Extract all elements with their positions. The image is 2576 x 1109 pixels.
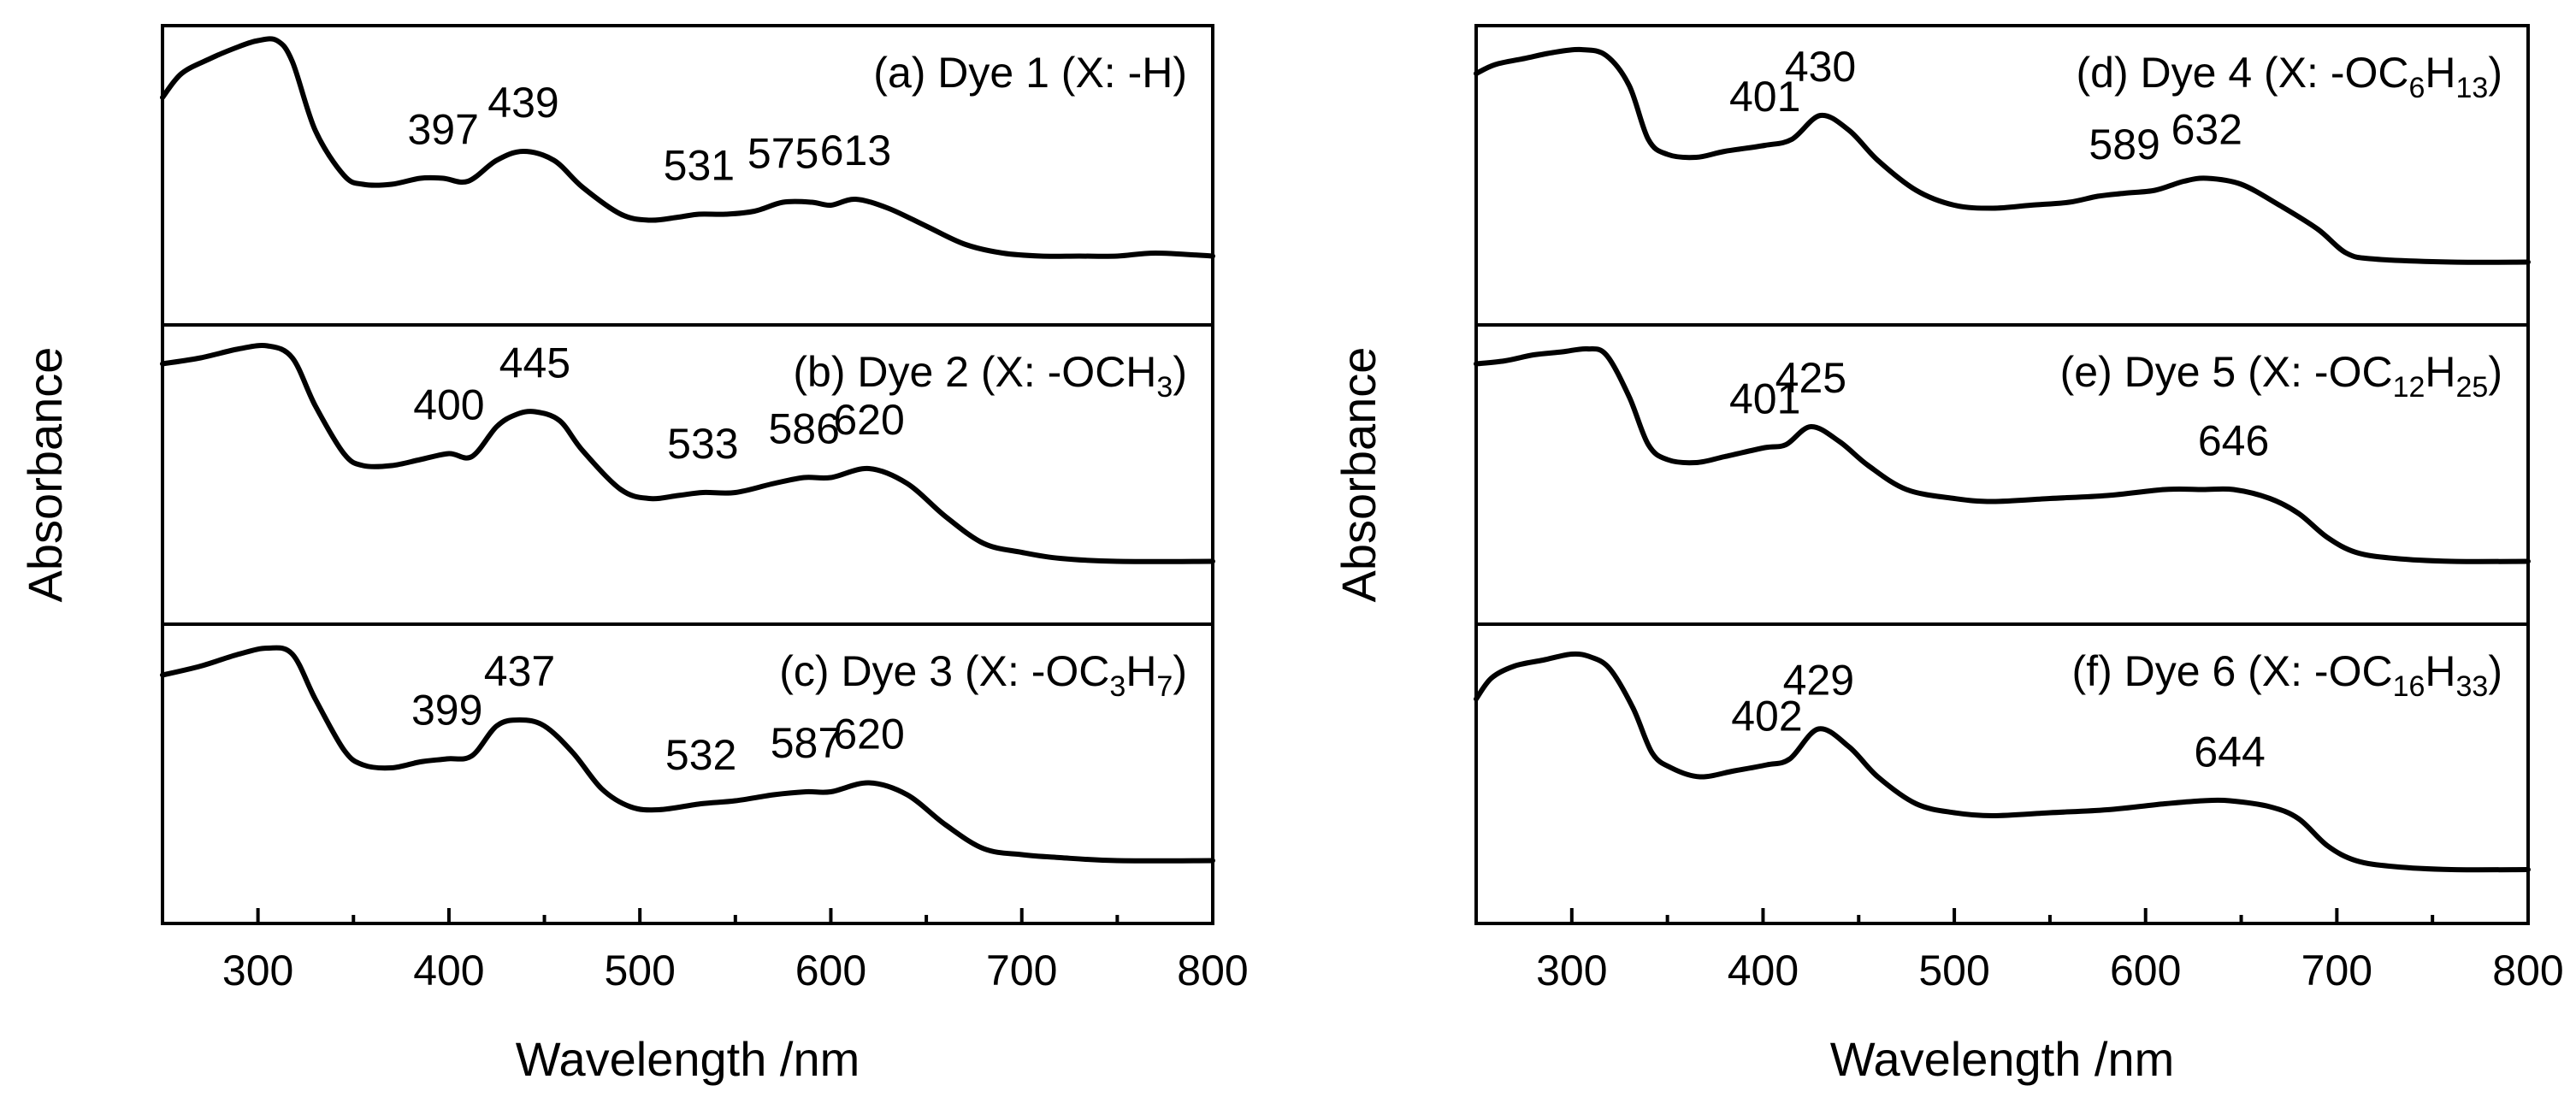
title-text: ) [2488, 647, 2502, 695]
title-text: (c) Dye 3 (X: -OC [779, 647, 1109, 695]
x-tick-label: 400 [413, 947, 484, 994]
panel-title-c: (c) Dye 3 (X: -OC3​H7​) [779, 647, 1187, 703]
subscript: 16 [2393, 670, 2425, 703]
subscript: 25 [2456, 371, 2489, 404]
peak-label: 587 [771, 719, 842, 767]
title-text: (f) Dye 6 (X: -OC [2072, 647, 2393, 695]
title-text: ) [2488, 348, 2502, 396]
peak-label: 533 [667, 420, 738, 468]
peak-label: 613 [820, 127, 891, 174]
title-text: ) [1173, 647, 1187, 695]
title-text: (d) Dye 4 (X: -OC [2077, 49, 2409, 97]
series-line-a [160, 36, 1215, 259]
title-text: H [2425, 49, 2455, 97]
peak-label: 445 [499, 339, 570, 387]
peak-label: 425 [1775, 354, 1846, 402]
peak-label: 589 [2089, 121, 2159, 168]
peak-label: 575 [747, 130, 818, 178]
x-tick-label: 500 [604, 947, 675, 994]
peak-label: 401 [1729, 73, 1800, 121]
peak-label: 437 [484, 647, 555, 695]
title-text: (e) Dye 5 (X: -OC [2060, 348, 2393, 396]
peak-label: 430 [1785, 43, 1856, 91]
title-text: H [1126, 647, 1156, 695]
x-tick-label: 800 [2492, 947, 2563, 994]
x-tick-label: 300 [222, 947, 293, 994]
panel-title-d: (d) Dye 4 (X: -OC6​H13​) [2077, 49, 2502, 104]
panel-title-a: (a) Dye 1 (X: -H) [873, 49, 1187, 97]
peak-label: 532 [665, 731, 736, 779]
subscript: 33 [2456, 670, 2489, 703]
peak-label: 620 [833, 711, 904, 758]
series-line-f [1474, 651, 2531, 873]
plot-frame [161, 24, 1214, 925]
chart-column-1: 300 400 500 600 700 800 Wavelength /nm Absorban… [18, 24, 1249, 1086]
series-line-c [160, 645, 1215, 864]
peak-label: 399 [411, 687, 482, 734]
panel-title-e: (e) Dye 5 (X: -OC12​H25​) [2060, 348, 2502, 404]
subscript: 13 [2456, 72, 2489, 104]
subscript: 12 [2393, 371, 2425, 404]
title-text: (a) Dye 1 (X: -H) [873, 49, 1187, 97]
subscript: 6 [2408, 72, 2425, 104]
peak-label: 646 [2198, 417, 2269, 465]
x-tick-label: 400 [1728, 947, 1799, 994]
peak-label: 397 [407, 106, 478, 154]
peak-label: 644 [2194, 729, 2265, 776]
series-line-d [1474, 46, 2531, 265]
peak-label: 400 [413, 381, 484, 429]
x-axis-label: Wavelength /nm [516, 1032, 860, 1086]
peak-label: 439 [487, 79, 558, 127]
title-text: H [2425, 647, 2455, 695]
peak-label: 429 [1783, 657, 1854, 705]
peak-label: 632 [2171, 106, 2242, 154]
x-tick-label: 600 [795, 947, 866, 994]
x-axis-label: Wavelength /nm [1830, 1032, 2175, 1086]
x-tick-label: 700 [986, 947, 1057, 994]
y-axis-label: Absorbance [18, 347, 72, 603]
plot-area: 300 400 500 600 700 800 Wavelength /nm Absorban… [18, 24, 2564, 1086]
title-text: ) [1173, 348, 1187, 396]
series-line-b [160, 343, 1215, 564]
chart-column-2: 300 400 500 600 700 800 Wavelength /nm Absorban… [1332, 24, 2564, 1086]
subscript: 3 [1109, 670, 1126, 703]
peak-label: 620 [833, 396, 904, 444]
panel-title-f: (f) Dye 6 (X: -OC16​H33​) [2072, 647, 2502, 703]
x-tick-label: 300 [1536, 947, 1607, 994]
title-text: (b) Dye 2 (X: -OCH [793, 348, 1156, 396]
title-text: ) [2488, 49, 2502, 97]
peak-label: 402 [1731, 693, 1802, 740]
x-tick-label: 800 [1177, 947, 1248, 994]
x-tick-label: 600 [2110, 947, 2181, 994]
series-line-e [1474, 345, 2531, 564]
peak-label: 586 [768, 405, 839, 453]
panel-title-b: (b) Dye 2 (X: -OCH3​) [793, 348, 1187, 404]
title-text: H [2425, 348, 2455, 396]
y-axis-label: Absorbance [1332, 347, 1385, 603]
x-tick-label: 700 [2301, 947, 2372, 994]
plot-frame [1474, 24, 2530, 925]
subscript: 3 [1156, 371, 1173, 404]
peak-label: 401 [1729, 375, 1800, 423]
peak-label: 531 [664, 142, 735, 190]
x-tick-label: 500 [1918, 947, 1989, 994]
subscript: 7 [1156, 670, 1173, 703]
